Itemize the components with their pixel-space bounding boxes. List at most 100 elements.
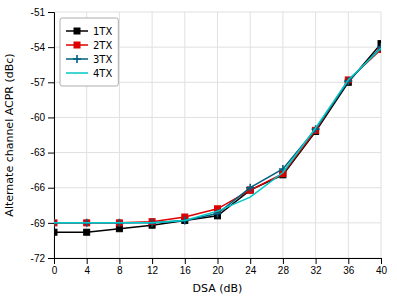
chart: 0 4 8 12 16 20 24 28 32 36 40 -72 -69 -66 -63 -60 -57 -54… <box>0 0 397 298</box>
x-tick-mark <box>316 258 317 264</box>
y-tick-label: -63 <box>31 147 46 158</box>
x-tick: 8 <box>117 258 123 276</box>
x-axis-title: DSA (dB) <box>193 282 243 295</box>
x-tick: 40 <box>376 258 388 276</box>
x-tick-label: 16 <box>180 265 192 276</box>
y-tick-mark <box>48 47 54 48</box>
series-line <box>54 47 381 223</box>
plot: 0 4 8 12 16 20 24 28 32 36 40 -72 -69 -66 -63 -60 -57 -54… <box>31 7 388 276</box>
x-tick-label: 0 <box>52 265 58 276</box>
y-tick-label: -57 <box>31 77 46 88</box>
series-group <box>54 41 381 236</box>
x-tick-mark <box>87 258 88 264</box>
series-marker <box>246 184 254 192</box>
y-tick: -69 <box>31 218 54 229</box>
y-tick-label: -72 <box>31 253 46 264</box>
y-grid-line <box>54 117 381 118</box>
x-tick: 24 <box>245 258 257 276</box>
x-tick-mark <box>283 258 284 264</box>
x-tick-mark <box>185 258 186 264</box>
y-tick-label: -54 <box>31 42 46 53</box>
legend-item: 2TX <box>66 40 112 51</box>
x-tick: 16 <box>180 258 192 276</box>
legend-marker <box>74 28 80 34</box>
legend-label: 1TX <box>93 26 112 37</box>
y-tick-mark <box>48 153 54 154</box>
legend-box <box>60 18 118 86</box>
legend-marker-shape <box>74 28 80 34</box>
x-tick-label: 40 <box>376 265 388 276</box>
x-grid-line <box>348 12 349 258</box>
y-tick: -51 <box>31 7 54 18</box>
x-tick-mark <box>381 258 382 264</box>
x-grid-line <box>315 12 316 258</box>
y-tick: -57 <box>31 77 54 88</box>
x-tick-label: 20 <box>212 265 224 276</box>
y-tick-mark <box>48 223 54 224</box>
x-tick-mark <box>218 258 219 264</box>
grid <box>54 12 381 258</box>
x-tick: 32 <box>311 258 323 276</box>
y-axis-title: Alternate channel ACPR (dBc) <box>3 53 16 216</box>
y-grid-line <box>54 187 381 188</box>
x-tick-mark <box>348 258 349 264</box>
x-tick-mark <box>152 258 153 264</box>
legend-item: 3TX <box>66 54 112 65</box>
y-grid-line <box>54 12 381 13</box>
x-tick-mark <box>119 258 120 264</box>
legend-label: 4TX <box>93 68 112 79</box>
legend: 1TX 2TX 3TX 4TX <box>60 18 118 86</box>
y-tick-label: -66 <box>31 182 46 193</box>
series-line <box>54 49 381 222</box>
x-tick: 36 <box>343 258 355 276</box>
marker-shape <box>54 229 57 235</box>
x-tick-label: 28 <box>278 265 290 276</box>
legend-item: 4TX <box>66 68 112 79</box>
x-tick-label: 4 <box>84 265 90 276</box>
y-tick: -66 <box>31 182 54 193</box>
x-tick: 4 <box>84 258 90 276</box>
x-tick: 12 <box>147 258 159 276</box>
y-tick: -60 <box>31 112 54 123</box>
x-grid-line <box>217 12 218 258</box>
y-tick: -54 <box>31 42 54 53</box>
series-line <box>54 44 381 233</box>
x-axis-line <box>55 259 382 265</box>
y-tick-label: -60 <box>31 112 46 123</box>
y-axis-line <box>48 13 55 259</box>
x-tick-label: 8 <box>117 265 123 276</box>
y-tick-mark <box>48 188 54 189</box>
y-tick: -63 <box>31 147 54 158</box>
y-grid-line <box>54 152 381 153</box>
legend-label: 2TX <box>93 40 112 51</box>
x-tick-label: 12 <box>147 265 159 276</box>
marker-shape <box>84 229 90 235</box>
y-tick-label: -51 <box>31 7 46 18</box>
legend-marker-shape <box>74 42 80 48</box>
y-tick-mark <box>48 82 54 83</box>
y-tick-mark <box>48 258 54 259</box>
y-tick-mark <box>48 12 54 13</box>
y-tick-mark <box>48 117 54 118</box>
legend-marker-shape <box>73 55 81 63</box>
y-axis: -72 -69 -66 -63 -60 -57 -54 -51 <box>31 7 55 264</box>
legend-item: 1TX <box>66 26 112 37</box>
series-line <box>54 48 381 223</box>
y-tick: -72 <box>31 253 54 264</box>
legend-swatch <box>66 72 88 74</box>
x-tick-mark <box>250 258 251 264</box>
legend-marker <box>73 55 81 63</box>
y-tick-label: -69 <box>31 218 46 229</box>
x-tick-label: 24 <box>245 265 257 276</box>
x-tick: 20 <box>212 258 224 276</box>
x-tick-label: 36 <box>343 265 355 276</box>
series-marker <box>54 229 57 235</box>
series-marker <box>84 229 90 235</box>
x-tick: 0 <box>52 258 58 276</box>
legend-label: 3TX <box>93 54 112 65</box>
x-axis: 0 4 8 12 16 20 24 28 32 36 40 <box>52 258 388 276</box>
x-tick: 28 <box>278 258 290 276</box>
x-grid-line <box>250 12 251 258</box>
marker-shape <box>246 184 254 192</box>
x-tick-label: 32 <box>311 265 323 276</box>
